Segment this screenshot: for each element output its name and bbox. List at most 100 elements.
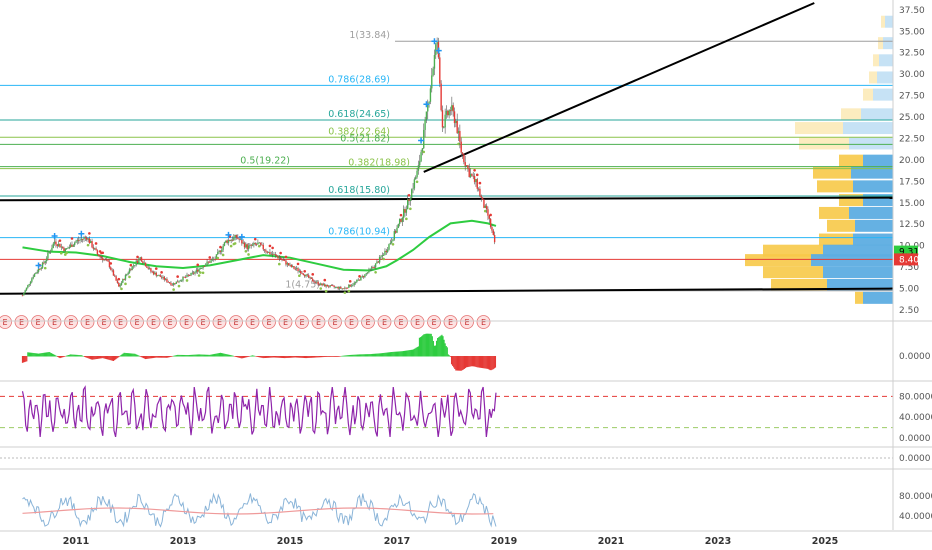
earnings-marker-label: E	[365, 318, 370, 327]
candle-body	[324, 284, 326, 287]
signal-dot	[59, 251, 63, 255]
candle-body	[27, 285, 29, 288]
oscillator-bar	[72, 354, 74, 357]
oscillator-bar	[479, 356, 482, 368]
signal-dot	[257, 244, 261, 248]
oscillator-bar	[76, 354, 78, 357]
oscillator-bar	[403, 350, 406, 357]
oscillator-bar	[285, 356, 287, 359]
rsi-panel[interactable]: 80.0000 40.0000	[22, 492, 932, 528]
candle-body	[170, 282, 172, 285]
oscillator-bar	[396, 351, 398, 357]
oscillator-bar	[483, 356, 485, 369]
candle-body	[360, 276, 362, 281]
candle-body	[348, 284, 350, 288]
oscillator-bar	[404, 350, 407, 357]
oscillator-bar	[442, 336, 444, 357]
oscillator-bar	[474, 356, 476, 367]
oscillator-bar	[244, 356, 246, 358]
oscillator-bar	[286, 356, 288, 358]
volume-profile-bar	[841, 108, 861, 121]
oscillator-bar	[47, 352, 49, 357]
candle-body	[294, 268, 297, 270]
oscillator-bar	[443, 339, 445, 357]
candle-body	[370, 267, 373, 269]
signal-dot	[319, 287, 323, 290]
candle-body	[345, 287, 347, 289]
volume-profile-bar	[881, 15, 885, 28]
earnings-marker	[64, 315, 78, 329]
candle-body	[223, 242, 226, 246]
oscillator-bar	[46, 352, 48, 357]
oscillator-bar	[282, 356, 285, 359]
candle-body	[64, 248, 66, 252]
candle-body	[380, 256, 382, 258]
candle-body	[245, 244, 247, 248]
oscillator-panel[interactable]: 0.0000	[21, 333, 931, 371]
candle-body	[322, 284, 325, 286]
candle-body	[142, 261, 144, 263]
candle-body	[209, 261, 211, 263]
oscillator-bar	[290, 356, 292, 358]
oscillator-bar	[393, 351, 395, 357]
candle-body	[81, 239, 84, 240]
oscillator-bar	[437, 337, 439, 357]
current-price-label: 9.31	[899, 248, 919, 258]
oscillator-bar	[323, 356, 325, 358]
main-price-panel[interactable]: 1(33.84) 0.786(28.69) 0.618(24.65) 0.382(22…	[0, 2, 894, 329]
oscillator-bar	[258, 356, 260, 358]
candle-body	[25, 287, 28, 291]
oscillator-bar	[327, 356, 330, 357]
earnings-marker	[377, 315, 392, 329]
time-axis-tick-label: 2023	[705, 536, 731, 547]
oscillator-bar	[324, 356, 326, 357]
candle-body	[59, 243, 61, 248]
oscillator-bar	[202, 354, 204, 357]
volume-profile-bar	[819, 206, 849, 219]
candle-body	[136, 260, 139, 263]
candle-body	[352, 284, 354, 286]
candle-body	[333, 285, 335, 288]
oscillator-bar	[44, 352, 46, 357]
fib-level-label: 1(33.84)	[349, 30, 390, 41]
signal-dot	[343, 291, 347, 294]
cross-marker	[35, 262, 42, 269]
price-axis-tick-label: 22.50	[899, 134, 925, 144]
oscillator-bar	[234, 356, 237, 357]
candle-body	[302, 273, 305, 276]
oscillator-bar	[376, 353, 378, 357]
volume-profile-bar	[869, 71, 877, 84]
oscillator-bar	[217, 353, 219, 357]
candle-body	[205, 264, 207, 267]
candle-body	[146, 266, 148, 268]
candle-body	[118, 282, 120, 287]
candle-body	[52, 243, 54, 248]
candle-body	[353, 282, 355, 285]
oscillator-bar	[361, 354, 363, 357]
earnings-marker-label: E	[184, 318, 189, 327]
signal-dot	[117, 277, 121, 281]
oscillator-bar	[332, 356, 334, 357]
oscillator-bar	[349, 354, 351, 357]
empty-indicator-panel[interactable]: 0.0000	[0, 454, 931, 464]
candle-body	[203, 266, 206, 268]
oscillator-bar	[414, 348, 416, 357]
cross-marker	[51, 232, 58, 239]
candle-body	[464, 162, 466, 166]
candle-body	[481, 197, 484, 200]
candle-body	[102, 257, 104, 261]
rising-trendline	[423, 2, 815, 173]
oscillator-bar	[269, 356, 271, 358]
candle-body	[487, 209, 489, 216]
candle-body	[75, 241, 77, 243]
stochastic-panel[interactable]: 80.0000 40.0000 0.0000	[0, 385, 932, 444]
oscillator-bar	[74, 354, 76, 357]
oscillator-bar	[66, 355, 69, 357]
earnings-marker	[394, 315, 408, 329]
oscillator-bar	[58, 356, 60, 358]
signal-dot	[136, 255, 139, 259]
candle-body	[95, 248, 97, 251]
candle-body	[202, 266, 204, 269]
oscillator-bar	[165, 356, 167, 358]
oscillator-bar	[218, 353, 220, 357]
